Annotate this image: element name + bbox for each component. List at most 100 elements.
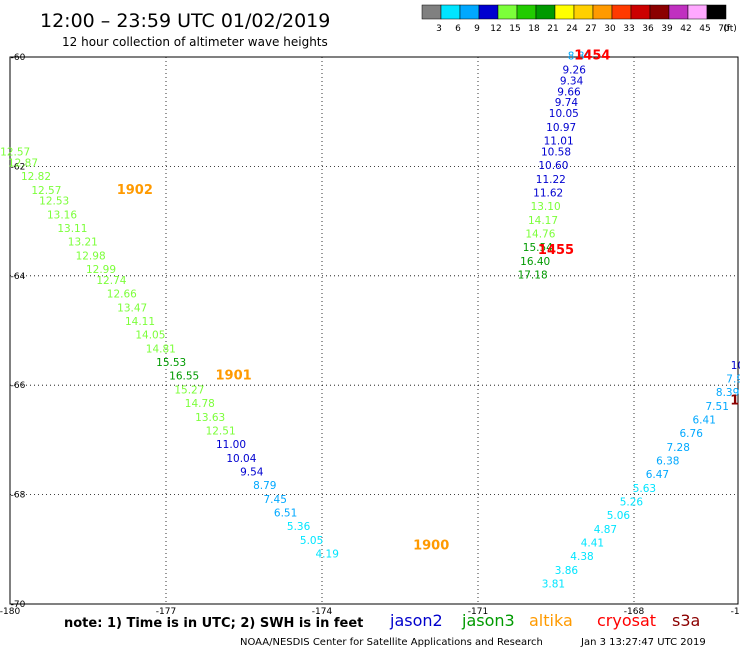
satellite-legend: jason2 jason3 altika cryosat s3a: [389, 611, 700, 630]
swh-value: 12.98: [76, 250, 106, 262]
swh-value: 5.05: [300, 535, 323, 547]
scale-swatch: [706, 4, 727, 20]
swh-value: 11.01: [544, 136, 574, 148]
scale-swatch: [516, 4, 537, 20]
swh-value: 14.17: [528, 215, 558, 227]
swh-value: 14.11: [125, 316, 155, 328]
swh-value: 15.54: [523, 242, 553, 254]
swh-value: 17.18: [518, 270, 548, 282]
swh-value: 13.47: [117, 302, 147, 314]
swh-value: 10.05: [549, 108, 579, 120]
scale-swatch: [554, 4, 575, 20]
swh-value: 11.62: [533, 187, 563, 199]
swh-value: 9.74: [555, 97, 579, 109]
time-label: 1902: [117, 183, 153, 198]
x-tick-label: -16: [731, 607, 740, 617]
time-label: 1454: [574, 49, 610, 64]
swh-value: 5.06: [607, 510, 631, 522]
swh-value: 5.36: [287, 521, 311, 533]
swh-value: 13.21: [68, 237, 98, 249]
swh-value: 4.38: [570, 551, 593, 563]
scale-swatch: [668, 4, 689, 20]
swh-value: 8.84: [568, 51, 592, 63]
plot-area: -180 -177 -174 -171 -168 -16 -60 -62 -64 -66 -68 -7…: [0, 49, 740, 617]
swh-value: 10.60: [538, 160, 568, 172]
scale-label: 15: [509, 24, 520, 34]
scale-swatch: [459, 4, 480, 20]
scale-label: 3: [436, 24, 442, 34]
swh-value: 12.87: [8, 157, 38, 169]
swh-value: 13.63: [195, 412, 225, 424]
plot-frame: [9, 56, 739, 605]
swh-value: 16.40: [520, 256, 550, 268]
scale-label: 70: [718, 24, 730, 34]
scale-swatch: [592, 4, 613, 20]
y-tick-label: -66: [11, 381, 26, 391]
legend-jason2: jason2: [389, 611, 443, 630]
swh-value: 12.57: [31, 185, 61, 197]
scale-label: 21: [547, 24, 558, 34]
scale-label: 33: [623, 24, 634, 34]
scale-swatch: [497, 4, 518, 20]
swh-value: 8.79: [253, 480, 276, 492]
y-tick-label: -60: [11, 53, 26, 63]
swh-value: 6.38: [656, 456, 679, 468]
swh-value: 13.11: [57, 223, 87, 235]
swh-value: 12.51: [206, 425, 236, 437]
y-tick-label: -64: [11, 272, 26, 282]
swh-value: 12.82: [21, 171, 51, 183]
chart-subtitle: 12 hour collection of altimeter wave hei…: [62, 35, 328, 49]
swh-value: 5.26: [620, 497, 644, 509]
time-label: 1945: [730, 393, 740, 408]
swh-value: 12.66: [107, 289, 137, 301]
swh-value: 11.00: [216, 439, 246, 451]
scale-label: 42: [680, 24, 691, 34]
time-label: 1900: [413, 538, 449, 553]
swh-value: 8.39: [716, 387, 739, 399]
footer-timestamp: Jan 3 13:27:47 UTC 2019: [580, 637, 706, 648]
swh-value: 14.05: [135, 330, 165, 342]
scale-swatch: [649, 4, 670, 20]
scale-label: 12: [490, 24, 501, 34]
scale-swatch: [630, 4, 651, 20]
scale-swatch: [611, 4, 632, 20]
swh-value: 4.41: [581, 538, 604, 550]
x-tick-label: -174: [312, 607, 333, 617]
y-tick-label: -62: [11, 162, 26, 172]
swh-value: 3.81: [542, 579, 565, 591]
swh-value: 7.45: [264, 494, 287, 506]
swh-value: 4.19: [316, 549, 339, 561]
scale-swatch: [478, 4, 499, 20]
swh-value: 9.54: [240, 466, 264, 478]
swh-value: 15.53: [156, 357, 186, 369]
legend-cryosat: cryosat: [597, 611, 656, 630]
scale-label: 27: [585, 24, 596, 34]
swh-value: 9.34: [560, 75, 584, 87]
swh-value: 6.41: [693, 414, 716, 426]
time-label: 1455: [538, 243, 574, 258]
scale-label: 24: [566, 24, 578, 34]
scale-label: 39: [661, 24, 673, 34]
swh-value: 12.57: [0, 146, 30, 158]
swh-value: 12.74: [96, 275, 126, 287]
color-scale-bar: 3 6 9 12 15 18 21 24 27 30 33 36 39 42 45 70(ft): [421, 4, 737, 34]
chart-title: 12:00 – 23:59 UTC 01/02/2019: [40, 10, 330, 32]
swh-value: 5.63: [633, 483, 656, 495]
scale-label: 9: [474, 24, 480, 34]
scale-label: 6: [455, 24, 461, 34]
swh-value: 3.86: [555, 565, 579, 577]
scale-label: 18: [528, 24, 540, 34]
swh-value: 4.87: [594, 524, 617, 536]
swh-value: 7.51: [706, 401, 729, 413]
x-tick-label: -171: [468, 607, 488, 617]
swh-value: 6.47: [646, 469, 669, 481]
scale-label: 30: [604, 24, 616, 34]
swh-value: 10.14: [731, 360, 740, 372]
swh-value: 14.76: [525, 229, 555, 241]
scale-swatch: [535, 4, 556, 20]
swh-value: 7.98: [726, 373, 740, 385]
swh-value: 6.51: [274, 507, 297, 519]
swh-value: 13.10: [531, 201, 561, 213]
swh-value: 10.58: [541, 146, 571, 158]
